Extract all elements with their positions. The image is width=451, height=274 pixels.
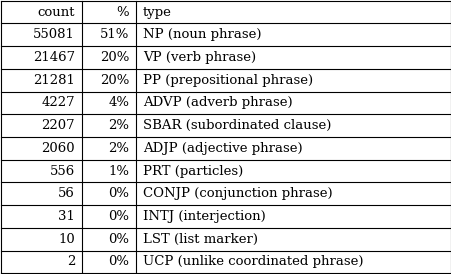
Text: 0%: 0% xyxy=(108,210,129,223)
Text: 556: 556 xyxy=(50,165,75,178)
Text: ADVP (adverb phrase): ADVP (adverb phrase) xyxy=(143,96,292,109)
Text: 20%: 20% xyxy=(100,74,129,87)
Text: UCP (unlike coordinated phrase): UCP (unlike coordinated phrase) xyxy=(143,255,362,269)
Text: 10: 10 xyxy=(58,233,75,246)
Text: CONJP (conjunction phrase): CONJP (conjunction phrase) xyxy=(143,187,331,200)
Text: INTJ (interjection): INTJ (interjection) xyxy=(143,210,265,223)
Text: type: type xyxy=(143,5,171,19)
Text: LST (list marker): LST (list marker) xyxy=(143,233,257,246)
Text: 2%: 2% xyxy=(108,119,129,132)
Text: 2: 2 xyxy=(67,255,75,269)
Text: 2%: 2% xyxy=(108,142,129,155)
Text: ADJP (adjective phrase): ADJP (adjective phrase) xyxy=(143,142,302,155)
Text: 0%: 0% xyxy=(108,233,129,246)
Text: VP (verb phrase): VP (verb phrase) xyxy=(143,51,255,64)
Text: NP (noun phrase): NP (noun phrase) xyxy=(143,28,261,41)
Text: 31: 31 xyxy=(58,210,75,223)
Text: 51%: 51% xyxy=(100,28,129,41)
Text: 20%: 20% xyxy=(100,51,129,64)
Text: PRT (particles): PRT (particles) xyxy=(143,165,242,178)
Text: 21281: 21281 xyxy=(33,74,75,87)
Text: 0%: 0% xyxy=(108,187,129,200)
Text: %: % xyxy=(116,5,129,19)
Text: 21467: 21467 xyxy=(33,51,75,64)
Text: 55081: 55081 xyxy=(33,28,75,41)
Text: PP (prepositional phrase): PP (prepositional phrase) xyxy=(143,74,312,87)
Text: 56: 56 xyxy=(58,187,75,200)
Text: 2207: 2207 xyxy=(41,119,75,132)
Text: 2060: 2060 xyxy=(41,142,75,155)
Text: 1%: 1% xyxy=(108,165,129,178)
Text: SBAR (subordinated clause): SBAR (subordinated clause) xyxy=(143,119,330,132)
Text: 4227: 4227 xyxy=(41,96,75,109)
Text: 4%: 4% xyxy=(108,96,129,109)
Text: 0%: 0% xyxy=(108,255,129,269)
Text: count: count xyxy=(37,5,75,19)
